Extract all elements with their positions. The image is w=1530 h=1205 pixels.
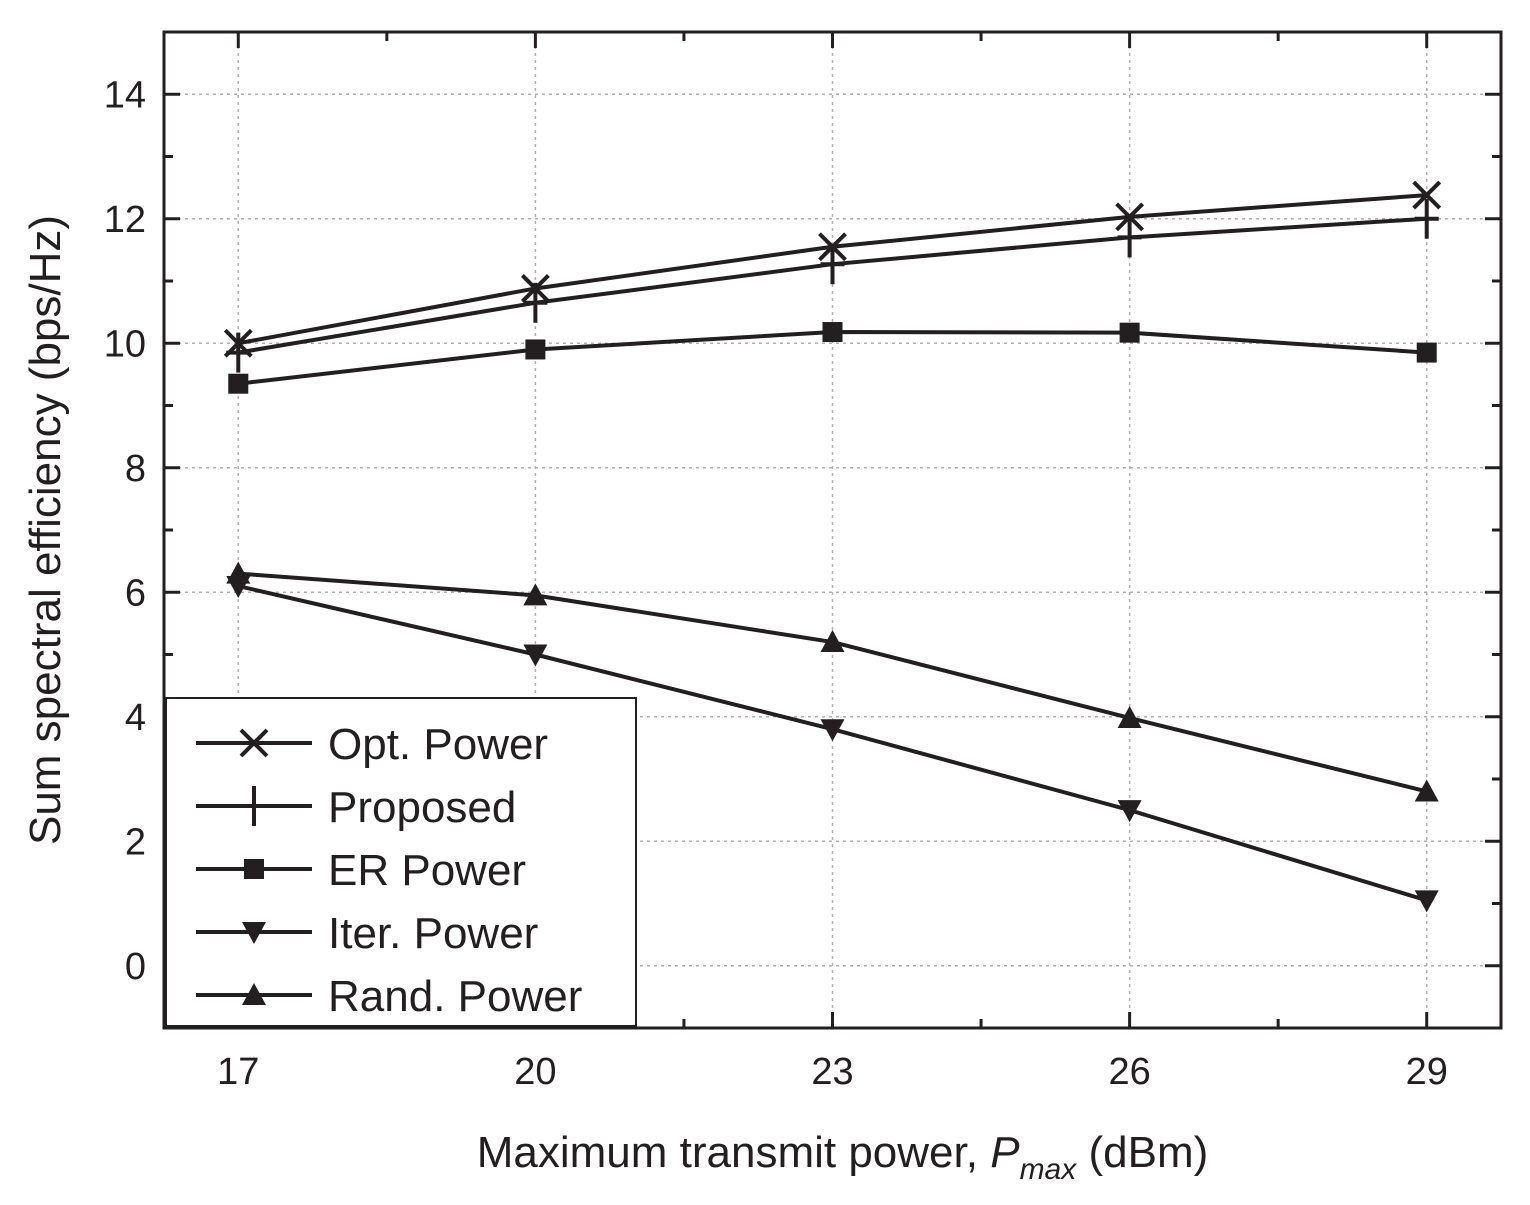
y-tick-label: 10 — [104, 323, 146, 365]
legend-item-iter-power: Iter. Power — [196, 909, 538, 958]
data-point-rand-power — [1117, 705, 1142, 728]
y-tick-label: 4 — [125, 697, 146, 739]
plot-frame — [162, 30, 1503, 1030]
data-point-proposed — [820, 244, 845, 285]
x-axis-title-prefix: Maximum transmit power, — [477, 1128, 990, 1177]
legend-item-proposed: Proposed — [196, 783, 516, 832]
x-tick-label: 26 — [1108, 1051, 1150, 1093]
x-tick-label: 29 — [1406, 1051, 1448, 1093]
data-point-rand-power — [226, 561, 251, 584]
series-rand-power — [226, 561, 1439, 802]
legend-item-rand-power: Rand. Power — [196, 972, 582, 1021]
data-point-er-power — [1416, 342, 1437, 363]
x-axis-title-suffix: (dBm) — [1076, 1128, 1208, 1177]
x-axis-title-subscript: max — [1020, 1153, 1078, 1186]
legend-marker-opt-power — [239, 728, 269, 758]
data-point-er-power — [822, 322, 843, 343]
legend-marker-rand-power — [242, 983, 266, 1005]
data-point-rand-power — [820, 630, 845, 653]
legend-label-rand-power: Rand. Power — [328, 972, 582, 1021]
data-point-opt-power-stroke-b — [1115, 202, 1145, 232]
legend-item-opt-power: Opt. Power — [196, 720, 548, 769]
x-tick-label: 23 — [811, 1051, 853, 1093]
x-tick-labels: 17 20 23 26 29 — [217, 1051, 1448, 1093]
series-layer — [223, 180, 1442, 913]
data-point-er-power — [525, 339, 546, 360]
data-point-proposed — [1414, 198, 1439, 239]
data-point-proposed — [1117, 217, 1142, 258]
data-point-iter-power — [1117, 800, 1142, 823]
legend-label-opt-power: Opt. Power — [328, 720, 548, 769]
series-er-power — [228, 322, 1437, 394]
y-axis-title: Sum spectral efficiency (bps/Hz) — [21, 215, 70, 845]
legend-marker-er-power — [244, 859, 264, 879]
x-axis-title-symbol: P — [990, 1128, 1020, 1177]
legend-label-proposed: Proposed — [328, 783, 516, 832]
data-point-er-power — [1119, 322, 1140, 343]
data-point-opt-power — [1115, 202, 1145, 232]
legend-marker-iter-power — [242, 922, 266, 944]
data-point-proposed — [523, 282, 548, 323]
legend-item-er-power: ER Power — [196, 846, 526, 895]
data-point-opt-power-stroke-b — [1412, 180, 1442, 210]
data-point-iter-power — [523, 644, 548, 667]
legend-marker-proposed — [242, 786, 266, 826]
data-point-rand-power — [1414, 779, 1439, 802]
data-point-rand-power — [523, 583, 548, 606]
x-axis-title: Maximum transmit power, Pmax (dBm) — [477, 1128, 1209, 1186]
legend-label-iter-power: Iter. Power — [328, 909, 538, 958]
y-tick-label: 8 — [125, 448, 146, 490]
data-point-proposed — [226, 332, 251, 373]
axis-ticks — [164, 30, 1501, 1030]
series-proposed — [226, 198, 1439, 373]
legend: Opt. Power Proposed ER Power Iter. Power Ran… — [165, 697, 637, 1027]
data-point-iter-power — [820, 719, 845, 742]
data-point-er-power — [228, 373, 249, 394]
y-tick-label: 6 — [125, 572, 146, 614]
y-tick-label: 14 — [104, 74, 146, 116]
y-tick-label: 0 — [125, 946, 146, 988]
legend-marker-opt-power-stroke-b — [239, 728, 269, 758]
y-tick-labels: 0 2 4 6 8 10 12 14 — [104, 74, 146, 988]
data-point-iter-power — [1414, 890, 1439, 913]
y-tick-label: 12 — [104, 199, 146, 241]
x-tick-label: 17 — [217, 1051, 259, 1093]
legend-label-er-power: ER Power — [328, 846, 526, 895]
data-point-opt-power — [1412, 180, 1442, 210]
x-tick-label: 20 — [514, 1051, 556, 1093]
y-tick-label: 2 — [125, 821, 146, 863]
